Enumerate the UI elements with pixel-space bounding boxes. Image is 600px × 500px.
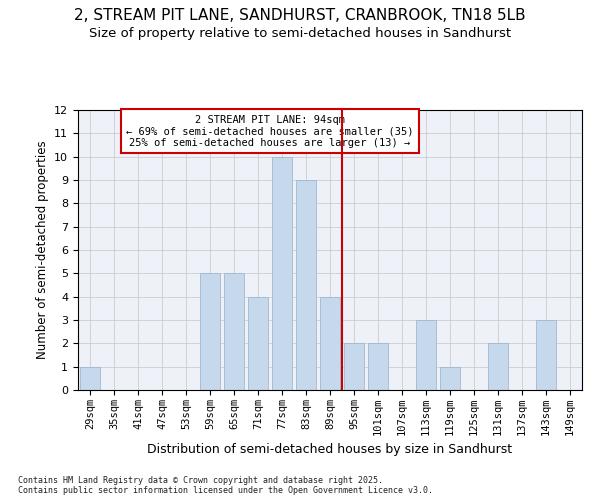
Bar xyxy=(416,320,436,390)
Text: Contains HM Land Registry data © Crown copyright and database right 2025.
Contai: Contains HM Land Registry data © Crown c… xyxy=(18,476,433,495)
Bar xyxy=(80,366,100,390)
Bar xyxy=(488,344,508,390)
Bar xyxy=(248,296,268,390)
Bar xyxy=(536,320,556,390)
Text: Size of property relative to semi-detached houses in Sandhurst: Size of property relative to semi-detach… xyxy=(89,28,511,40)
Bar xyxy=(320,296,340,390)
Y-axis label: Number of semi-detached properties: Number of semi-detached properties xyxy=(35,140,49,360)
Bar xyxy=(224,274,244,390)
Bar xyxy=(344,344,364,390)
Bar xyxy=(272,156,292,390)
Text: 2, STREAM PIT LANE, SANDHURST, CRANBROOK, TN18 5LB: 2, STREAM PIT LANE, SANDHURST, CRANBROOK… xyxy=(74,8,526,22)
Bar xyxy=(440,366,460,390)
Bar xyxy=(200,274,220,390)
Bar xyxy=(296,180,316,390)
Bar xyxy=(368,344,388,390)
X-axis label: Distribution of semi-detached houses by size in Sandhurst: Distribution of semi-detached houses by … xyxy=(148,444,512,456)
Text: 2 STREAM PIT LANE: 94sqm
← 69% of semi-detached houses are smaller (35)
25% of s: 2 STREAM PIT LANE: 94sqm ← 69% of semi-d… xyxy=(126,114,414,148)
